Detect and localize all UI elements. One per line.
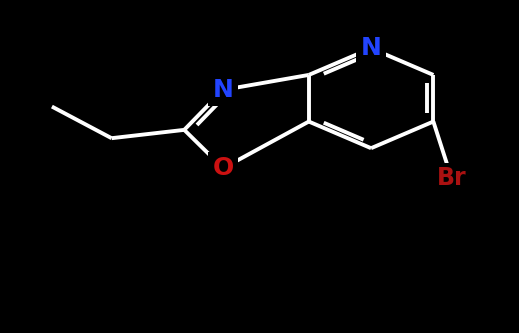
Text: O: O [213,156,234,180]
Text: N: N [213,78,234,102]
Text: N: N [361,36,381,60]
Text: Br: Br [436,166,467,190]
